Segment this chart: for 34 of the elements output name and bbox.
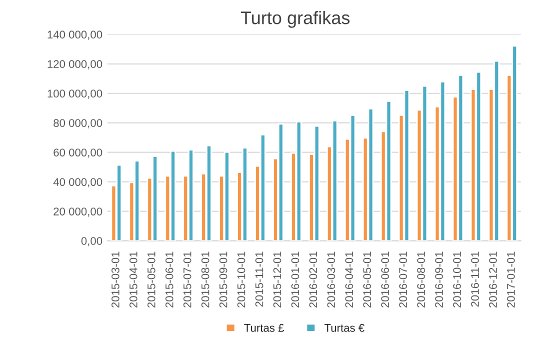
y-tick-label: 0,00 (81, 237, 102, 246)
y-tick-label: 20 000,00 (54, 208, 102, 217)
x-tick-label: 2016-12-01 (489, 252, 497, 308)
x-tick-label: 2016-01-01 (291, 252, 300, 308)
y-tick-label: 140 000,00 (48, 30, 102, 40)
y-tick-label: 40 000,00 (53, 178, 102, 188)
y-tick-label: 100 000,00 (48, 90, 102, 99)
x-tick-label: 2016-04-01 (345, 252, 354, 308)
x-tick-label: 2015-10-01 (237, 252, 246, 308)
x-tick-label: 2015-06-01 (165, 252, 174, 308)
x-tick-label: 2016-05-01 (363, 252, 372, 308)
y-tick-label: 80 000,00 (54, 119, 102, 128)
x-tick-label: 2016-06-01 (381, 252, 390, 308)
chart-title: Turto grafikas (240, 10, 350, 28)
x-tick-label: 2015-12-01 (273, 252, 282, 308)
x-tick-label: 2016-02-01 (309, 252, 318, 308)
legend-label: Turtas € (324, 324, 364, 332)
legend-label: Turtas £ (244, 324, 284, 332)
x-tick-label: 2015-03-01 (112, 252, 120, 308)
x-tick-label: 2015-07-01 (183, 252, 192, 308)
x-tick-label: 2015-09-01 (219, 252, 228, 308)
x-tick-label: 2015-05-01 (147, 252, 156, 308)
x-tick-label: 2015-11-01 (255, 252, 264, 307)
y-tick-label: 120 000,00 (48, 60, 102, 70)
x-tick-label: 2016-07-01 (399, 252, 408, 308)
y-tick-label: 60 000,00 (54, 148, 102, 158)
x-tick-label: 2016-08-01 (417, 252, 425, 308)
x-tick-label: 2017-01-01 (507, 252, 515, 308)
x-tick-label: 2016-10-01 (453, 252, 461, 308)
x-tick-label: 2016-09-01 (435, 252, 443, 308)
x-tick-label: 2015-08-01 (201, 252, 210, 308)
x-tick-label: 2016-03-01 (327, 252, 336, 308)
x-tick-label: 2015-04-01 (129, 252, 138, 308)
x-tick-label: 2016-11-01 (471, 252, 479, 307)
